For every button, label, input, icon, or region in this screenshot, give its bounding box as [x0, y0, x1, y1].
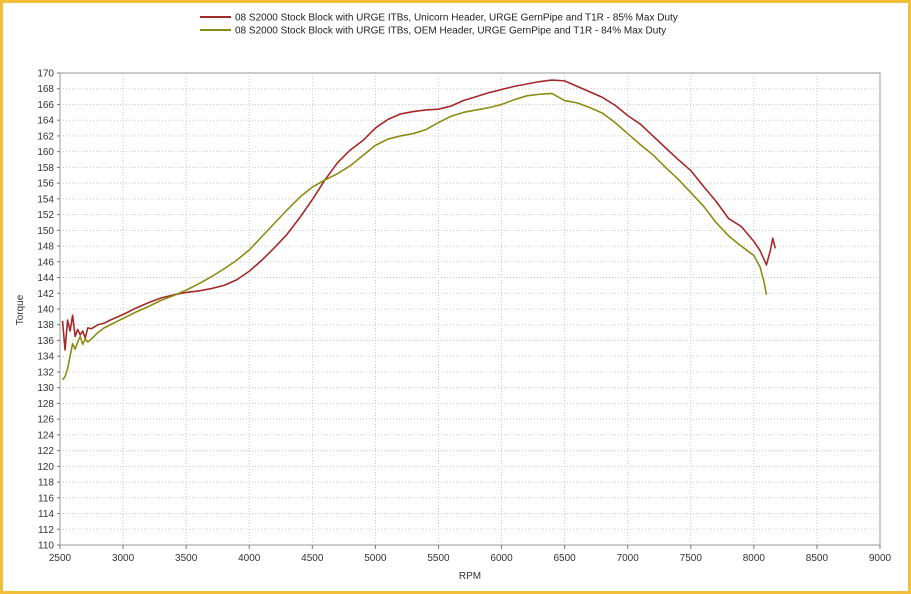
x-tick-label: 6500: [553, 553, 576, 564]
x-tick-label: 6000: [490, 553, 513, 564]
x-axis-title: RPM: [459, 571, 481, 582]
y-tick-label: 164: [37, 116, 54, 127]
y-tick-label: 114: [38, 509, 54, 520]
y-tick-label: 140: [37, 305, 54, 316]
y-tick-label: 138: [37, 320, 54, 331]
x-tick-label: 9000: [869, 553, 892, 564]
y-tick-label: 122: [37, 446, 54, 457]
y-tick-label: 116: [38, 493, 54, 504]
y-tick-label: 160: [37, 147, 54, 158]
x-tick-label: 7500: [680, 553, 703, 564]
y-tick-label: 146: [37, 257, 54, 268]
x-tick-label: 4000: [238, 553, 261, 564]
y-tick-label: 126: [37, 415, 54, 426]
y-tick-label: 158: [37, 163, 54, 174]
legend: 08 S2000 Stock Block with URGE ITBs, Uni…: [200, 13, 678, 37]
series-lines: [61, 79, 777, 381]
y-tick-label: 154: [37, 194, 54, 205]
y-tick-label: 144: [37, 273, 54, 284]
x-tick-label: 3500: [175, 553, 198, 564]
x-tick-label: 4500: [301, 553, 324, 564]
y-axis-title: Torque: [15, 294, 26, 325]
x-tick-label: 8500: [806, 553, 829, 564]
y-tick-label: 136: [37, 336, 54, 347]
y-tick-label: 142: [37, 289, 54, 300]
y-tick-label: 148: [37, 242, 54, 253]
y-tick-label: 156: [37, 179, 54, 190]
y-tick-label: 162: [37, 131, 54, 142]
grid-lines: [60, 73, 880, 545]
y-tick-label: 152: [37, 210, 54, 221]
y-tick-label: 150: [37, 226, 54, 237]
y-tick-label: 124: [37, 430, 54, 441]
x-tick-label: 8000: [743, 553, 766, 564]
x-tick-label: 5000: [364, 553, 387, 564]
y-tick-label: 118: [38, 478, 54, 489]
x-tick-label: 7000: [617, 553, 640, 564]
y-tick-label: 168: [37, 84, 54, 95]
y-tick-label: 166: [37, 100, 54, 111]
y-tick-label: 120: [37, 462, 54, 473]
y-axis-ticks: 110 112 114 116 118 120 122 124 126 128 130 132 134 1…: [37, 69, 60, 552]
y-tick-label: 110: [38, 541, 54, 552]
legend-label-2: 08 S2000 Stock Block with URGE ITBs, OEM…: [235, 26, 666, 37]
x-axis-ticks: 2500 3000 3500 4000 4500 5000 5500 6000 6500 7000…: [49, 545, 892, 564]
legend-label-1: 08 S2000 Stock Block with URGE ITBs, Uni…: [235, 13, 678, 24]
y-tick-label: 134: [37, 352, 54, 363]
x-tick-label: 3000: [112, 553, 135, 564]
x-tick-label: 2500: [49, 553, 72, 564]
plot-area: [59, 72, 881, 546]
torque-rpm-chart: 110 112 114 116 118 120 122 124 126 128 130 132 134 1…: [15, 13, 892, 583]
series-line-1: [61, 79, 777, 351]
x-tick-label: 5500: [427, 553, 450, 564]
y-tick-label: 170: [37, 69, 54, 80]
series-line-2: [61, 92, 768, 381]
y-tick-label: 132: [37, 367, 54, 378]
y-tick-label: 112: [38, 525, 54, 536]
y-tick-label: 130: [37, 383, 54, 394]
y-tick-label: 128: [37, 399, 54, 410]
